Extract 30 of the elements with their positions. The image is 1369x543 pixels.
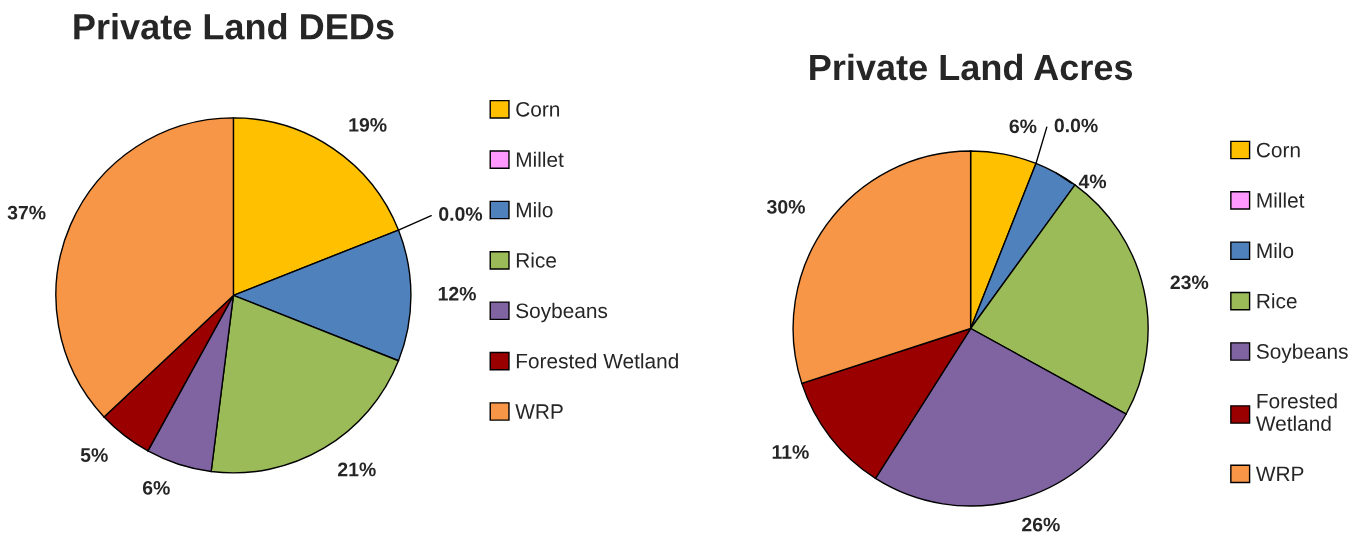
legend-label: Soybeans [1256, 343, 1348, 363]
data-label: 21% [338, 462, 376, 477]
legend-label: Rice [516, 252, 556, 268]
legend-label: Milo [516, 202, 553, 218]
chart-title: Private Land Acres [810, 53, 1133, 81]
data-label: 26% [1022, 517, 1060, 532]
legend-label: Millet [516, 151, 564, 168]
data-label: 37% [7, 205, 46, 220]
data-label: 6% [142, 481, 170, 495]
data-label: 6% [1009, 119, 1037, 134]
data-label: 30% [766, 199, 805, 214]
legend-label: Millet [1257, 192, 1305, 208]
data-label: 5% [80, 448, 108, 462]
data-label: 23% [1170, 275, 1209, 290]
text: 0.0% [439, 207, 483, 221]
legend-label: Corn [516, 101, 560, 117]
legend-label: Corn [1256, 142, 1300, 158]
chart-title: Private Land DEDs [74, 13, 394, 40]
legend-label: Rice [1257, 293, 1297, 309]
data-label: 4% [1078, 174, 1107, 189]
legend-label: WRP [1255, 466, 1304, 482]
legend-label: Milo [1257, 242, 1294, 259]
data-label: 19% [349, 118, 387, 132]
data-label: 11% [772, 445, 809, 459]
text: 0.0% [1054, 118, 1098, 133]
data-label: 12% [438, 286, 476, 301]
legend-label: WRP [515, 404, 563, 419]
legend-label: Forested Wetland [516, 353, 678, 369]
legend-label: Forested Wetland [1255, 393, 1337, 431]
legend-label: Soybeans [516, 302, 608, 323]
